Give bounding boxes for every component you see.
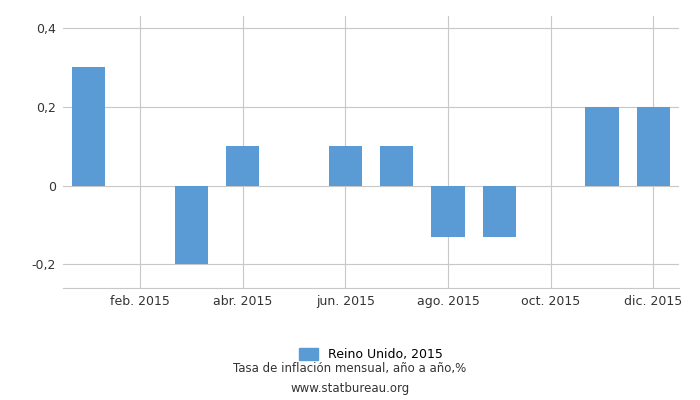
Bar (483, 186, 516, 237)
Bar (431, 186, 465, 237)
Bar (72, 67, 105, 186)
Legend: Reino Unido, 2015: Reino Unido, 2015 (294, 343, 448, 366)
Bar (585, 107, 619, 186)
Bar (174, 186, 208, 264)
Bar (380, 146, 413, 186)
Bar (226, 146, 259, 186)
Text: Tasa de inflación mensual, año a año,%: Tasa de inflación mensual, año a año,% (233, 362, 467, 375)
Bar (637, 107, 670, 186)
Text: www.statbureau.org: www.statbureau.org (290, 382, 410, 395)
Bar (328, 146, 362, 186)
